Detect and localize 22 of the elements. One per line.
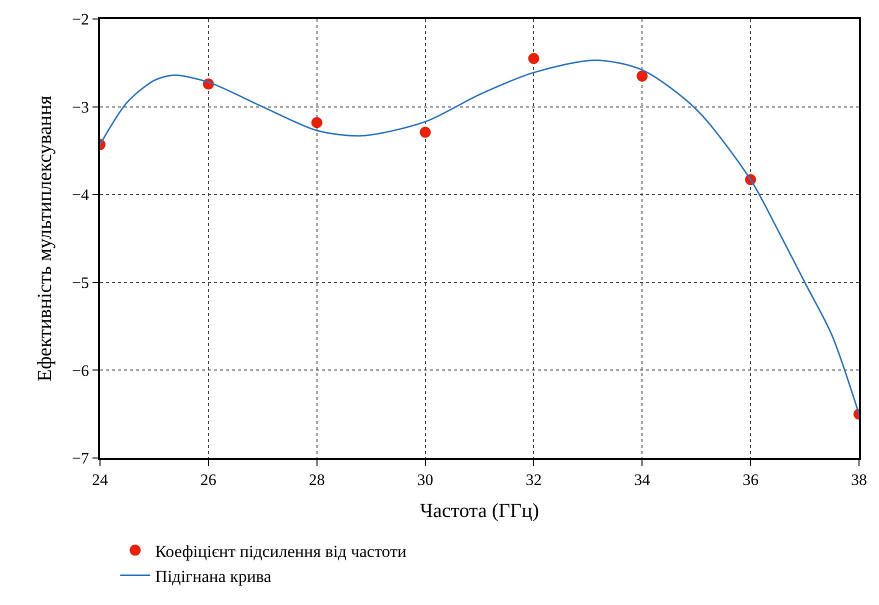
- x-tick-label: 30: [417, 472, 434, 489]
- legend-label: Підігнана крива: [155, 566, 272, 586]
- x-tick-label: 32: [526, 472, 542, 489]
- y-tick-label: −4: [72, 187, 90, 204]
- point: [420, 126, 431, 138]
- x-tick-label: 26: [200, 472, 216, 489]
- x-tick-label: 28: [308, 472, 325, 489]
- y-tick-label: −2: [72, 12, 90, 29]
- y-tick-label: −6: [72, 362, 90, 380]
- y-tick-label: −3: [72, 99, 90, 116]
- x-axis-title: Частота (ГГц): [420, 500, 539, 522]
- x-tick-label: 24: [92, 472, 108, 489]
- y-tick-label: −7: [72, 450, 90, 468]
- x-tick-label: 34: [634, 472, 650, 489]
- y-tick-label: −5: [72, 275, 90, 292]
- point: [528, 53, 540, 64]
- y-axis-title: Ефективність мультиплексування: [34, 95, 56, 382]
- x-tick-label: 38: [851, 472, 867, 489]
- legend-label: Коефіцієнт підсилення від частоти: [155, 542, 406, 561]
- point: [311, 117, 322, 128]
- x-tick-label: 36: [742, 472, 759, 489]
- point: [636, 70, 648, 82]
